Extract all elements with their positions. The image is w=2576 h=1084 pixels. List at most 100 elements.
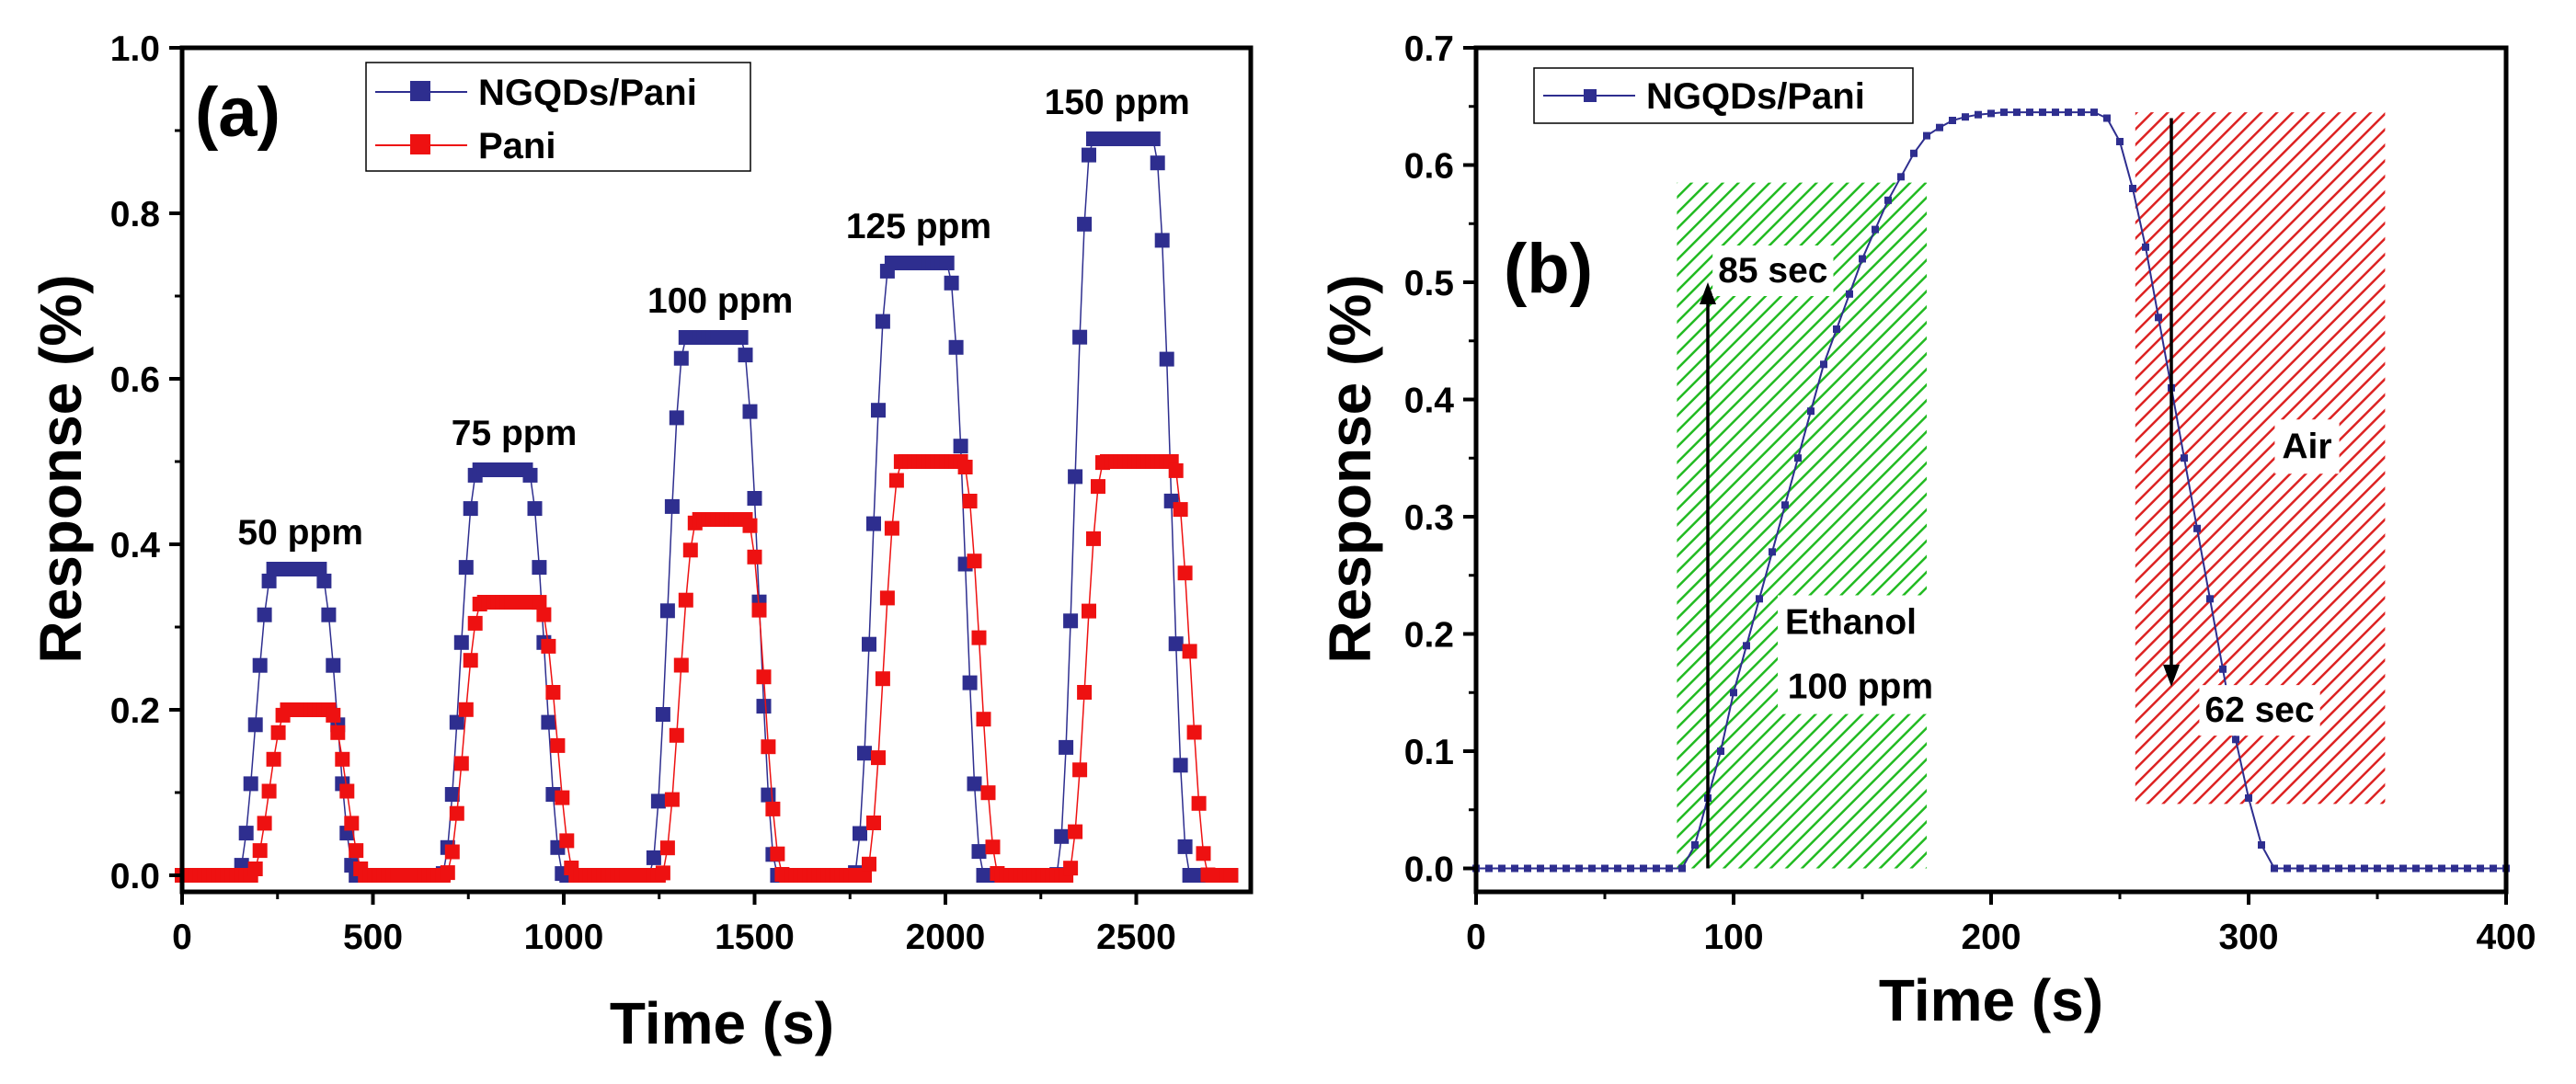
data-point-ngqds-pani — [857, 746, 872, 761]
y-tick-label: 0.8 — [110, 195, 160, 234]
data-point-ngqds-pani — [747, 491, 762, 506]
data-point-pani — [673, 657, 689, 673]
data-point-ngqds-pani-b — [2103, 114, 2111, 122]
data-point-ngqds-pani-b — [2425, 864, 2433, 873]
panel-a-tick-layer: 0 500 1000 1500 2000 2500 0.0 0.2 0.4 0.6 0.8 1.0 — [110, 29, 1176, 957]
data-point-ngqds-pani-b — [2078, 108, 2085, 117]
data-point-ngqds-pani-b — [1962, 113, 1969, 121]
data-point-ngqds-pani — [756, 699, 772, 714]
data-point-pani — [440, 865, 455, 881]
data-point-ngqds-pani-b — [2271, 864, 2278, 873]
panel-b-data-layer — [1472, 108, 2510, 873]
data-point-ngqds-pani — [669, 410, 684, 426]
recovery-time-label: 62 sec — [2204, 690, 2314, 730]
data-point-ngqds-pani-b — [2348, 864, 2355, 873]
data-point-pani — [545, 685, 561, 700]
data-point-ngqds-pani-b — [1743, 642, 1750, 650]
data-point-pani — [326, 707, 341, 723]
data-point-ngqds-pani-b — [2412, 864, 2420, 873]
data-point-ngqds-pani — [321, 607, 337, 622]
data-point-ngqds-pani-b — [2438, 864, 2445, 873]
data-point-ngqds-pani — [1145, 131, 1161, 146]
x-tick-label: 500 — [343, 918, 403, 957]
data-point-ngqds-pani-b — [2309, 864, 2317, 873]
data-point-ngqds-pani-b — [1936, 123, 1943, 131]
data-point-pani — [1223, 868, 1239, 883]
data-point-ngqds-pani — [742, 404, 758, 419]
data-point-pani — [550, 737, 566, 753]
data-point-ngqds-pani — [733, 330, 749, 345]
data-point-ngqds-pani-b — [2322, 864, 2330, 873]
x-tick-label: 400 — [2476, 918, 2536, 957]
data-point-pani — [449, 805, 464, 821]
data-point-ngqds-pani-b — [2026, 108, 2033, 117]
data-point-ngqds-pani-b — [1794, 454, 1802, 462]
data-point-pani — [463, 653, 478, 668]
data-point-ngqds-pani-b — [1601, 864, 1609, 873]
y-tick-label: 0.2 — [110, 691, 160, 731]
data-point-ngqds-pani — [862, 636, 876, 652]
panel-b-y-axis-title: Response (%) — [1317, 274, 1383, 663]
y-tick-label: 0.2 — [1404, 616, 1454, 656]
data-point-ngqds-pani-b — [2155, 314, 2162, 322]
data-point-ngqds-pani-b — [1550, 864, 1557, 873]
data-point-pani — [971, 630, 987, 645]
ethanol-label-background — [1778, 595, 1941, 714]
data-point-pani — [1072, 762, 1088, 778]
data-point-ngqds-pani-b — [1769, 548, 1776, 556]
data-point-ngqds-pani — [853, 826, 867, 841]
data-point-ngqds-pani — [238, 826, 254, 841]
data-point-pani — [1186, 725, 1202, 740]
data-point-pani — [1068, 824, 1083, 839]
data-point-pani — [257, 816, 272, 831]
data-point-ngqds-pani — [664, 498, 680, 514]
data-point-ngqds-pani — [252, 657, 268, 673]
data-point-ngqds-pani-b — [1872, 225, 1879, 234]
data-point-ngqds-pani-b — [1923, 131, 1930, 140]
data-point-pani — [682, 542, 698, 558]
data-point-ngqds-pani — [1063, 613, 1079, 629]
annotation-50-ppm: 50 ppm — [237, 513, 363, 553]
y-tick-label: 1.0 — [110, 29, 160, 69]
data-point-pani — [1086, 531, 1101, 546]
data-point-ngqds-pani-b — [2490, 864, 2497, 873]
data-point-ngqds-pani — [1159, 351, 1174, 367]
data-point-ngqds-pani — [1077, 216, 1093, 232]
legend-label-ngqds: NGQDs/Pani — [478, 73, 697, 113]
legend-marker-ngqds — [410, 81, 430, 101]
data-point-pani — [252, 843, 268, 859]
data-point-ngqds-pani-b — [2374, 864, 2381, 873]
data-point-ngqds-pani-b — [2181, 454, 2188, 462]
data-point-ngqds-pani-b — [2464, 864, 2471, 873]
panel-b-plot-frame — [1473, 45, 2509, 895]
data-point-ngqds-pani-b — [1807, 407, 1815, 416]
data-point-pani — [458, 702, 474, 717]
data-point-pani — [541, 638, 556, 654]
y-tick-label: 0.3 — [1404, 498, 1454, 538]
data-point-pani — [444, 844, 460, 860]
data-point-ngqds-pani — [458, 560, 474, 576]
legend-marker-ngqds-b — [1584, 89, 1597, 102]
annotation-125-ppm: 125 ppm — [846, 207, 991, 246]
data-point-ngqds-pani-b — [2052, 108, 2059, 117]
x-tick-label: 300 — [2218, 918, 2278, 957]
x-tick-label: 0 — [1466, 918, 1486, 957]
data-point-ngqds-pani-b — [1678, 864, 1686, 873]
data-point-pani — [330, 725, 346, 740]
data-point-ngqds-pani-b — [2065, 108, 2072, 117]
x-tick-label: 2500 — [1096, 918, 1176, 957]
data-point-pani — [770, 846, 785, 861]
panel-b-tick-layer: 0 100 200 300 400 0.0 0.1 0.2 0.3 0.4 0.5 0.6 0.7 — [1404, 29, 2536, 957]
data-point-ngqds-pani — [871, 403, 886, 418]
data-point-ngqds-pani — [939, 256, 955, 270]
data-point-ngqds-pani — [1154, 233, 1170, 248]
data-point-ngqds-pani-b — [1756, 595, 1763, 603]
air-label-background — [2274, 419, 2340, 474]
data-point-ngqds-pani-b — [2284, 864, 2291, 873]
panel-b-x-axis-title: Time (s) — [1879, 967, 2103, 1033]
data-point-ngqds-pani-b — [1897, 173, 1905, 181]
data-point-pani — [756, 669, 772, 685]
data-point-pani — [957, 460, 973, 474]
data-point-pani — [967, 553, 982, 569]
